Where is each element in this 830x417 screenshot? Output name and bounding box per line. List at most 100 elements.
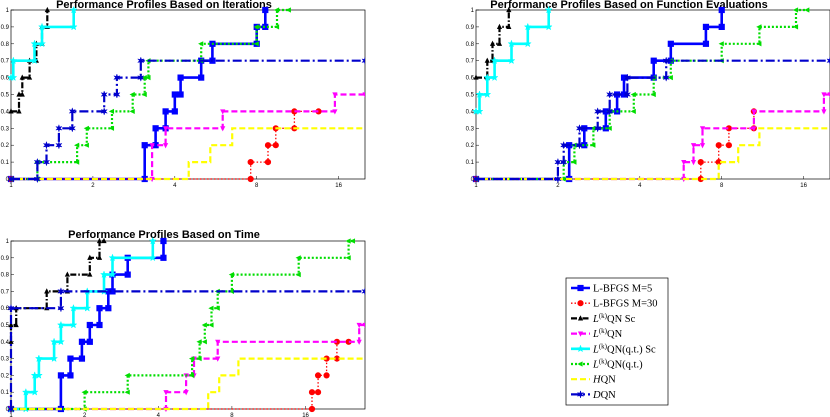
series-point-lkqn	[356, 339, 362, 345]
chart-title: Performance Profiles Based on Function E…	[490, 0, 768, 11]
series-point-lkqn-q-t	[141, 91, 147, 98]
x-tick-label: 2	[91, 183, 95, 189]
series-point-lkqn-q-t-sc	[69, 22, 78, 31]
series-point-dqn	[55, 140, 63, 150]
series-point-dqn	[623, 73, 632, 82]
series-point-l-bfgs-m-5	[67, 372, 74, 379]
series-point-lkqn-q-t	[630, 91, 636, 98]
series-point-lkqn-sc	[96, 254, 103, 260]
series-point-dqn	[55, 123, 63, 133]
series-point-lkqn-sc	[13, 321, 19, 328]
series-point-l-bfgs-m-30	[247, 159, 254, 166]
y-tick-label: 0.4	[1, 109, 10, 115]
series-point-lkqn-sc	[8, 338, 14, 344]
series-point-lkqn-q-t	[129, 91, 135, 98]
y-tick-label: 0.8	[1, 273, 10, 279]
x-tick-label: 16	[335, 183, 342, 189]
y-tick-label: 0	[471, 177, 475, 183]
series-point-l-bfgs-m-30	[697, 159, 704, 166]
series-line-hqn	[476, 127, 830, 181]
series-point-lkqn-sc	[506, 6, 512, 13]
series-point-dqn	[361, 287, 365, 296]
y-tick-label: 0.2	[466, 143, 475, 149]
legend-marker-dqn	[576, 390, 585, 399]
series-point-lkqn-q-t	[349, 238, 356, 244]
series-point-l-bfgs-m-30	[323, 372, 330, 379]
series-point-lkqn-q-t-sc	[69, 303, 78, 312]
series-point-lkqn-q-t-sc	[483, 90, 492, 98]
plot-area	[10, 9, 366, 180]
series-line-hqn	[11, 357, 365, 411]
series-point-lkqn-sc	[506, 23, 512, 29]
series-point-l-bfgs-m-5	[198, 74, 205, 81]
iterations-profile-panel: Performance Profiles Based on Iterations…	[1, 0, 366, 189]
series-point-lkqn-q-t-sc	[148, 236, 157, 245]
series-point-dqn	[68, 123, 77, 133]
series-point-lkqn-q-t	[792, 7, 799, 13]
series-point-lkqn	[220, 126, 226, 132]
series-point-lkqn-q-t-sc	[30, 56, 39, 65]
series-line-dqn	[11, 59, 365, 181]
series-point-dqn	[605, 107, 614, 116]
series-line-lkqn	[11, 93, 365, 181]
series-point-lkqn	[183, 390, 189, 396]
x-tick-label: 16	[800, 183, 807, 189]
series-point-lkqn-q-t-sc	[108, 270, 117, 279]
series-point-lkqn-q-t-sc	[507, 56, 516, 65]
y-tick-label: 0	[6, 407, 10, 413]
series-point-lkqn-q-t	[756, 24, 762, 30]
legend-label: L-BFGS M=30	[593, 299, 658, 310]
series-point-lkqn-q-t	[718, 41, 724, 47]
y-tick-label: 0.8	[466, 42, 475, 48]
series-point-lkqn-sc	[16, 108, 22, 114]
series-point-lkqn-q-t	[198, 41, 204, 47]
legend-label: L(k)QN(q.t.)	[592, 358, 643, 371]
series-point-dqn	[137, 73, 145, 82]
series-point-lkqn-q-t	[273, 24, 280, 30]
series-point-lkqn-q-t	[196, 356, 202, 362]
series-point-lkqn-q-t-sc	[21, 387, 30, 396]
x-tick-label: 1	[9, 413, 13, 417]
series-point-lkqn-q-t	[188, 372, 195, 378]
series-point-l-bfgs-m-5	[86, 338, 93, 345]
y-tick-label: 0.2	[1, 373, 10, 379]
legend-marker-lkqn	[577, 331, 584, 337]
series-point-lkqn-q-t	[560, 176, 566, 182]
series-point-lkqn-q-t	[145, 75, 151, 81]
series-point-lkqn-q-t-sc	[56, 337, 65, 346]
series-line-l-bfgs-m-5	[11, 10, 267, 181]
series-point-l-bfgs-m-5	[96, 321, 103, 329]
series-point-lkqn-q-t-sc	[50, 354, 59, 363]
series-point-lkqn-q-t-sc	[108, 253, 117, 262]
y-tick-label: 0.9	[466, 25, 475, 31]
series-point-l-bfgs-m-5	[67, 355, 74, 362]
series-point-lkqn	[751, 109, 757, 115]
series-point-lkqn-q-t	[590, 142, 596, 148]
series-point-lkqn	[149, 143, 155, 149]
series-point-l-bfgs-m-5	[86, 321, 93, 329]
series-point-dqn	[42, 157, 51, 167]
series-point-l-bfgs-m-30	[264, 142, 272, 149]
series-point-l-bfgs-m-30	[314, 389, 322, 396]
series-point-l-bfgs-m-5	[152, 125, 159, 132]
series-line-lkqn-q-t	[11, 8, 289, 181]
series-point-lkqn-q-t-sc	[9, 73, 18, 82]
series-point-l-bfgs-m-30	[272, 142, 279, 149]
series-point-dqn	[100, 90, 108, 99]
series-point-dqn	[42, 140, 51, 150]
series-point-lkqn-q-t	[108, 125, 115, 131]
series-point-lkqn-q-t-sc	[475, 90, 484, 98]
series-point-lkqn-q-t	[253, 24, 259, 30]
series-point-lkqn-q-t	[667, 75, 673, 81]
series-point-l-bfgs-m-5	[141, 142, 148, 149]
series-point-dqn	[623, 90, 632, 99]
series-point-lkqn-sc	[96, 237, 103, 244]
series-point-lkqn-q-t	[571, 159, 577, 165]
y-tick-label: 1	[471, 8, 475, 14]
series-point-dqn	[33, 157, 42, 167]
legend-box	[565, 277, 669, 406]
series-point-lkqn-sc	[496, 40, 503, 46]
series-point-l-bfgs-m-5	[171, 91, 178, 98]
x-tick-label: 4	[638, 183, 642, 189]
series-point-l-bfgs-m-5	[124, 271, 131, 278]
